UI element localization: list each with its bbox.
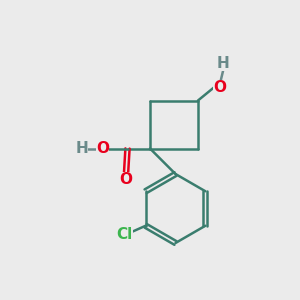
Text: O: O (213, 80, 226, 94)
Text: H: H (217, 56, 230, 70)
Text: O: O (119, 172, 133, 187)
Text: Cl: Cl (116, 227, 133, 242)
Text: H: H (76, 141, 88, 156)
Text: O: O (96, 141, 109, 156)
